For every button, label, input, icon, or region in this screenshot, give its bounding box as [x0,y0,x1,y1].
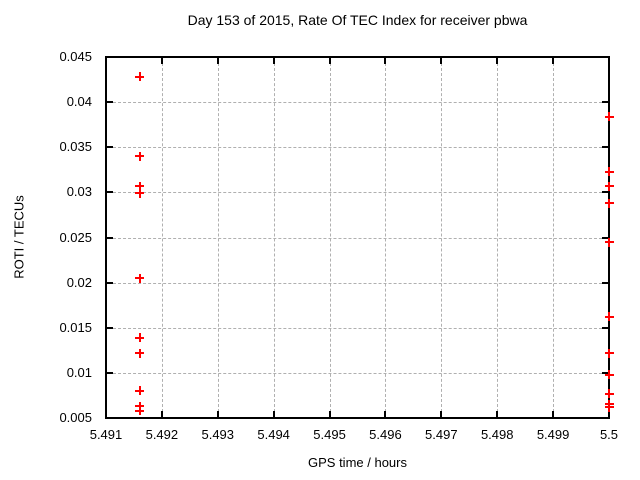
chart-title: Day 153 of 2015, Rate Of TEC Index for r… [187,12,528,28]
y-gridline [108,372,607,374]
x-tick-label: 5.498 [480,427,514,442]
x-tick-bottom [608,411,610,417]
data-point-marker [138,273,141,283]
x-tick-bottom [216,411,219,417]
x-tick-label: 5.491 [89,427,123,442]
x-tick-label: 5.495 [313,427,346,442]
y-tick-left [107,191,113,194]
x-tick-top [105,58,107,64]
data-point-marker [608,312,610,322]
y-tick-right [602,371,608,374]
y-tick-left [107,371,113,374]
data-point-marker [608,112,610,122]
y-tick-right [602,326,608,329]
x-tick-label: 5.497 [425,427,458,442]
y-gridline [108,282,607,284]
data-point-marker [608,389,610,399]
y-tick-left [107,56,113,58]
y-tick-left [107,281,113,284]
x-tick-top [272,58,275,64]
data-point-marker [138,181,141,191]
y-tick-label: 0.02 [66,274,92,290]
y-gridline [108,237,607,239]
y-tick-left [107,236,113,239]
data-point-marker [608,181,610,191]
y-tick-label: 0.01 [66,364,92,380]
data-point-marker [138,151,141,161]
x-tick-label: 5.493 [201,427,235,442]
data-point-marker [608,167,610,177]
x-tick-top [384,58,387,64]
x-tick-top [216,58,219,64]
x-tick-bottom [552,411,555,417]
x-tick-top [496,58,499,64]
x-tick-label: 5.496 [369,427,402,442]
y-tick-right [602,191,608,194]
x-tick-top [160,58,163,64]
x-tick-bottom [440,411,443,417]
data-point-marker [608,198,610,208]
y-tick-left [107,101,113,104]
y-tick-right [602,101,608,104]
y-tick-right [602,236,608,239]
y-tick-right [602,146,608,149]
y-tick-left [107,417,113,419]
data-point-marker [608,370,610,380]
x-tick-label: 5.494 [257,427,290,442]
y-tick-label: 0.045 [59,49,92,64]
y-tick-left [107,146,113,149]
x-tick-bottom [384,411,387,417]
data-point-marker [608,348,610,358]
y-tick-label: 0.035 [59,139,92,155]
data-point-marker [608,237,610,247]
y-tick-right [602,281,608,284]
x-tick-bottom [160,411,163,417]
y-tick-label: 0.025 [59,229,92,245]
y-tick-label: 0.03 [66,184,92,200]
y-tick-label: 0.005 [59,410,92,425]
x-tick-label: 5.492 [145,427,179,442]
data-point-marker [138,188,141,198]
y-tick-right [602,56,608,58]
data-point-marker [138,386,141,396]
x-tick-top [608,58,610,64]
x-tick-label: 5.5 [599,427,619,442]
x-tick-top [552,58,555,64]
x-tick-top [440,58,443,64]
y-gridline [108,192,607,194]
data-point-marker [138,406,141,416]
y-gridline [108,147,607,149]
data-point-marker [138,72,141,82]
y-gridline [108,102,607,104]
x-tick-bottom [272,411,275,417]
y-tick-right [602,417,608,419]
x-tick-bottom [496,411,499,417]
data-point-marker [608,402,610,412]
x-tick-bottom [328,411,331,417]
x-tick-label: 5.499 [536,427,570,442]
data-point-marker [138,333,141,343]
y-gridline [108,327,607,329]
x-tick-bottom [105,411,107,417]
y-tick-label: 0.04 [66,94,92,110]
data-point-marker [138,348,141,358]
y-tick-left [107,326,113,329]
x-tick-top [328,58,331,64]
x-axis-label: GPS time / hours [308,455,407,470]
y-tick-label: 0.015 [59,319,92,335]
